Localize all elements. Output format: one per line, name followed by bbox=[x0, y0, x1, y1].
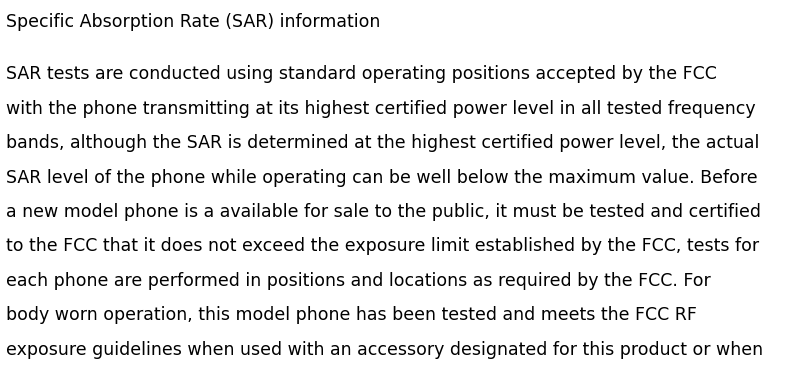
Text: SAR level of the phone while operating can be well below the maximum value. Befo: SAR level of the phone while operating c… bbox=[6, 169, 758, 187]
Text: exposure guidelines when used with an accessory designated for this product or w: exposure guidelines when used with an ac… bbox=[6, 341, 763, 359]
Text: SAR tests are conducted using standard operating positions accepted by the FCC: SAR tests are conducted using standard o… bbox=[6, 65, 717, 83]
Text: with the phone transmitting at its highest certified power level in all tested f: with the phone transmitting at its highe… bbox=[6, 100, 756, 118]
Text: body worn operation, this model phone has been tested and meets the FCC RF: body worn operation, this model phone ha… bbox=[6, 306, 697, 324]
Text: each phone are performed in positions and locations as required by the FCC. For: each phone are performed in positions an… bbox=[6, 272, 711, 290]
Text: a new model phone is a available for sale to the public, it must be tested and c: a new model phone is a available for sal… bbox=[6, 203, 761, 221]
Text: bands, although the SAR is determined at the highest certified power level, the : bands, although the SAR is determined at… bbox=[6, 134, 759, 152]
Text: to the FCC that it does not exceed the exposure limit established by the FCC, te: to the FCC that it does not exceed the e… bbox=[6, 237, 759, 255]
Text: Specific Absorption Rate (SAR) information: Specific Absorption Rate (SAR) informati… bbox=[6, 13, 381, 31]
